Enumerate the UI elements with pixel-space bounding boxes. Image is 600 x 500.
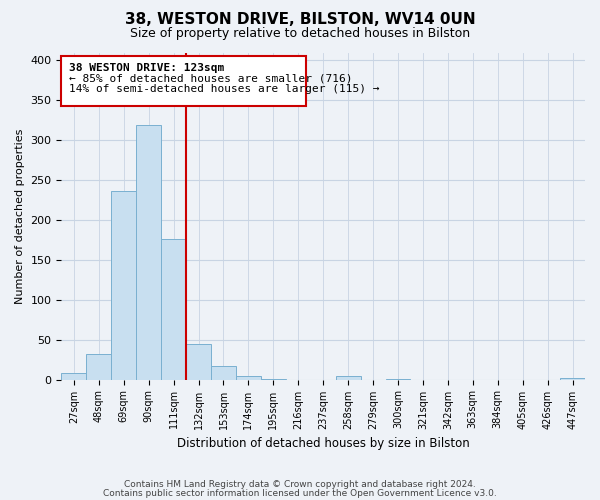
Text: 38, WESTON DRIVE, BILSTON, WV14 0UN: 38, WESTON DRIVE, BILSTON, WV14 0UN — [125, 12, 475, 28]
Y-axis label: Number of detached properties: Number of detached properties — [15, 128, 25, 304]
Text: Contains public sector information licensed under the Open Government Licence v3: Contains public sector information licen… — [103, 488, 497, 498]
Text: 14% of semi-detached houses are larger (115) →: 14% of semi-detached houses are larger (… — [69, 84, 379, 94]
Bar — [236, 376, 261, 380]
Bar — [335, 376, 361, 380]
Bar — [161, 239, 186, 380]
Bar — [136, 125, 161, 380]
Bar — [211, 366, 236, 380]
Bar — [261, 379, 286, 380]
Text: 38 WESTON DRIVE: 123sqm: 38 WESTON DRIVE: 123sqm — [69, 63, 224, 73]
Bar — [111, 190, 136, 380]
Bar — [86, 354, 111, 380]
Bar — [186, 344, 211, 380]
Bar — [386, 379, 410, 380]
FancyBboxPatch shape — [61, 56, 306, 106]
Text: ← 85% of detached houses are smaller (716): ← 85% of detached houses are smaller (71… — [69, 73, 352, 83]
Bar — [560, 378, 585, 380]
Bar — [61, 373, 86, 380]
X-axis label: Distribution of detached houses by size in Bilston: Distribution of detached houses by size … — [177, 437, 470, 450]
Text: Contains HM Land Registry data © Crown copyright and database right 2024.: Contains HM Land Registry data © Crown c… — [124, 480, 476, 489]
Text: Size of property relative to detached houses in Bilston: Size of property relative to detached ho… — [130, 28, 470, 40]
